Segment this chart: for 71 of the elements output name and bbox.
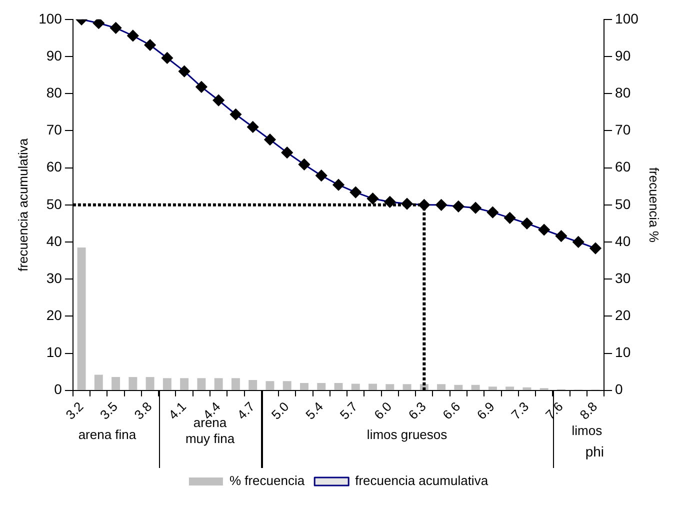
y-tick-label: 70 [46,122,62,138]
bar [214,378,223,390]
bar [334,382,343,390]
y-tick-label: 60 [46,158,62,175]
x-tick-label: 3.2 [62,398,86,422]
y-tick-label: 0 [54,381,62,398]
x-tick-label: 5.0 [268,398,292,422]
bar [112,377,120,390]
y2-tick-label: 100 [615,10,639,26]
bar [266,381,274,390]
bar [197,378,206,390]
text: limos [572,423,603,438]
bar [317,382,326,390]
y-tick-label: 40 [46,232,62,249]
bar [471,384,480,390]
bar [454,384,463,390]
x-tick-label: 3.5 [97,398,120,422]
y-tick-label: 80 [46,84,62,100]
bar [282,381,292,390]
legend-label: % frecuencia [229,473,306,488]
y-tick-label: 30 [46,270,62,286]
legend-label: frecuencia acumulativa [355,473,489,488]
y2-tick-label: 80 [615,84,631,100]
bar [300,382,308,390]
x-tick-label: 6.0 [371,398,395,422]
bar [506,386,514,390]
y-tick-label: 10 [46,344,62,360]
y-axis-title: frecuencia acumulativa [15,138,30,272]
bar [351,384,360,390]
x-tick-label: 5.7 [336,398,360,422]
y2-tick-label: 10 [615,344,631,360]
bar [368,384,378,390]
x-axis-title: phi [585,443,604,460]
y-tick-label: 20 [46,307,62,324]
bar [162,378,172,390]
x-tick-label: 7.3 [508,398,532,422]
y2-tick-label: 40 [615,232,631,249]
x-tick-label: 8.8 [576,398,600,422]
bar [180,378,189,390]
x-tick-label: 6.9 [474,398,498,422]
bar [128,377,138,390]
bar [437,384,446,390]
x-tick-label: 3.8 [131,398,155,422]
y2-tick-label: 70 [615,122,631,138]
y-tick-label: 90 [46,47,62,64]
y-tick-label: 100 [38,10,62,26]
bar [231,378,240,390]
x-tick-label: 6.3 [405,398,429,422]
x-tick-label: 7.6 [542,398,566,422]
y-tick-label: 50 [46,196,62,212]
bar [77,248,86,390]
x-tick-label: 4.1 [166,398,189,422]
y2-tick-label: 0 [615,381,624,398]
x-tick-label: 6.6 [440,398,464,422]
y2-axis-title: frecuencia % [646,167,662,243]
bar [522,387,532,390]
y2-tick-label: 50 [615,196,631,212]
x-tick-label: 5.4 [302,398,326,422]
text: limos gruesos [366,427,448,442]
x-tick-label: 4.7 [234,398,258,422]
bar [146,377,154,390]
y2-tick-label: 30 [615,270,631,286]
text: arena fina [78,427,137,442]
y2-tick-label: 20 [615,307,631,324]
bar [248,380,258,390]
bar [402,384,412,390]
y2-tick-label: 60 [615,158,631,175]
bar [94,374,103,390]
y2-tick-label: 90 [615,47,631,64]
bar [386,384,394,390]
bar [488,386,497,390]
